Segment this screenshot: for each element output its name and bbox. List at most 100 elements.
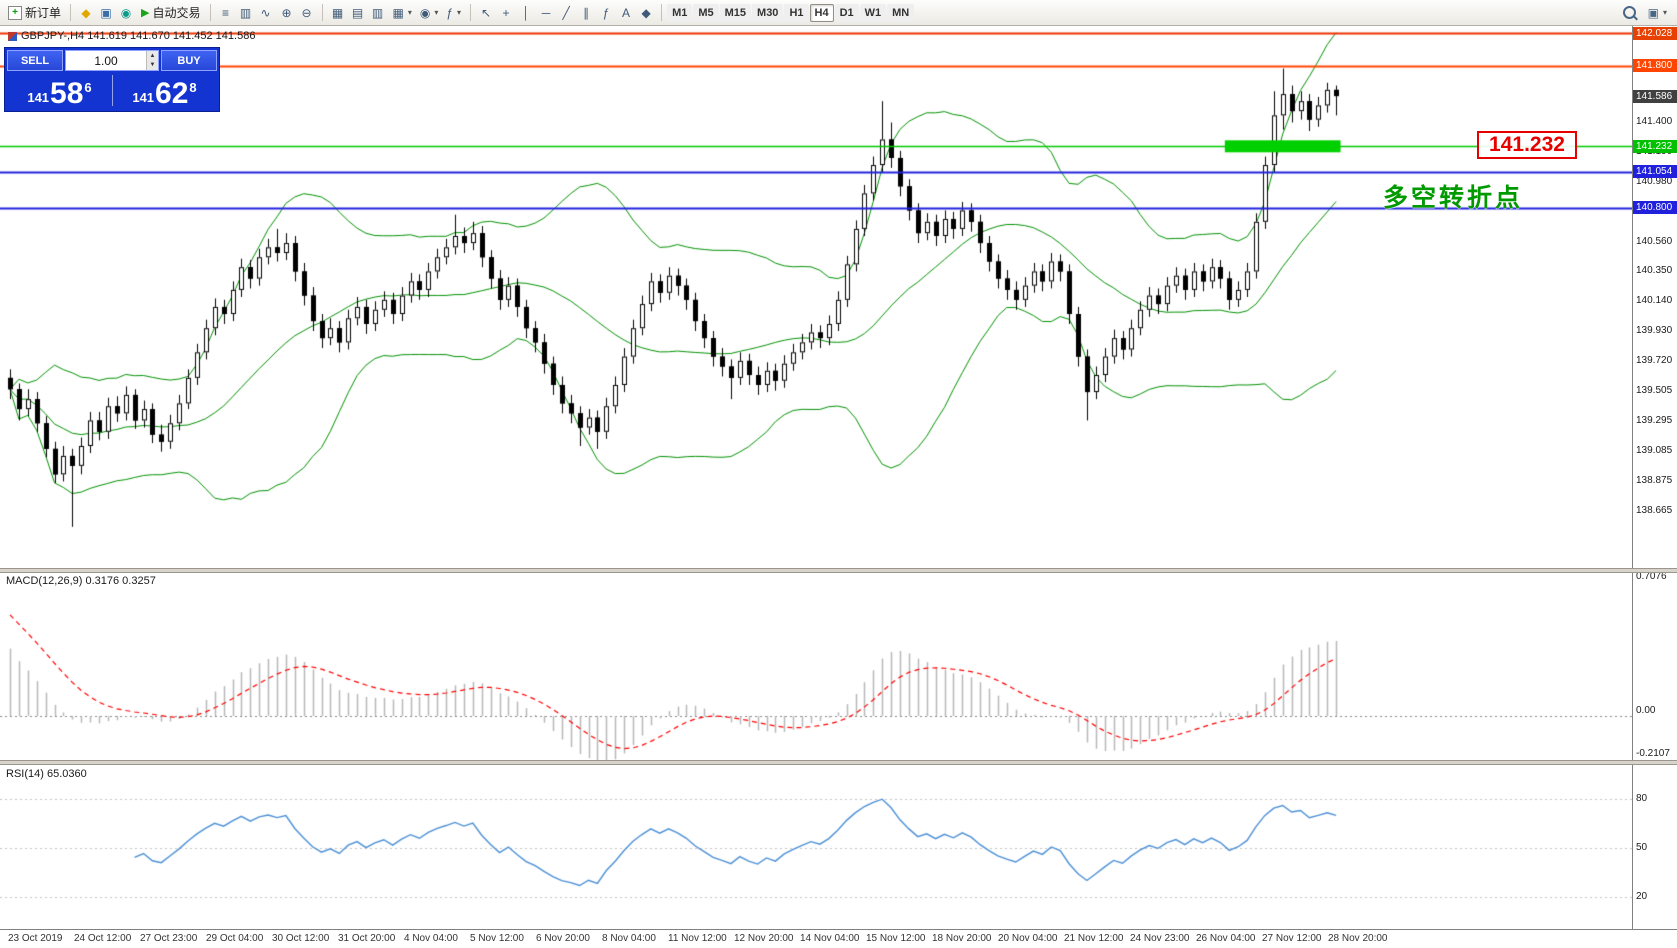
arrows-button[interactable]: ◆ bbox=[636, 3, 656, 23]
ask-big-digits: 62 bbox=[155, 77, 189, 111]
toolbar-separator bbox=[321, 4, 323, 21]
symbol-header: GBPJPY-,H4 141.619 141.670 141.452 141.5… bbox=[8, 30, 255, 42]
vertical-line-button[interactable]: │ bbox=[516, 3, 536, 23]
price-tick: 139.930 bbox=[1636, 325, 1673, 337]
chevron-down-icon: ▾ bbox=[1662, 8, 1667, 17]
chart-shift-button[interactable]: ▥ bbox=[368, 3, 388, 23]
zoom-out-button[interactable]: ⊖ bbox=[297, 3, 317, 23]
timeframe-w1[interactable]: W1 bbox=[859, 3, 887, 22]
time-tick-label: 12 Nov 20:00 bbox=[734, 933, 794, 944]
time-tick-label: 27 Nov 12:00 bbox=[1262, 933, 1322, 944]
volume-down-button[interactable]: ▼ bbox=[147, 60, 158, 70]
toolbar-separator bbox=[209, 4, 211, 21]
text-icon: A bbox=[622, 5, 631, 20]
panel-divider[interactable] bbox=[0, 760, 1677, 765]
turning-point-note: 多空转折点 bbox=[1383, 183, 1524, 212]
sell-button[interactable]: SELL bbox=[7, 50, 63, 71]
timeframe-d1[interactable]: D1 bbox=[834, 3, 859, 22]
candlestick-chart-icon: ▥ bbox=[239, 5, 252, 20]
crosshair-button[interactable]: + bbox=[496, 3, 516, 23]
bid-price[interactable]: 141 58 6 bbox=[7, 72, 112, 109]
search-button[interactable] bbox=[1619, 3, 1640, 23]
indicators-button[interactable]: ƒ ▾ bbox=[442, 3, 465, 23]
time-tick-label: 24 Oct 12:00 bbox=[74, 933, 132, 944]
price-level-chip: 141.232 bbox=[1633, 139, 1677, 153]
timeframe-m15[interactable]: M15 bbox=[719, 3, 752, 22]
cursor-icon: ↖ bbox=[481, 5, 492, 20]
timeframe-m30[interactable]: M30 bbox=[752, 3, 784, 22]
strategy-tester-button[interactable]: ◉ bbox=[116, 3, 136, 23]
channel-button[interactable]: ∥ bbox=[576, 3, 596, 23]
timeframe-mn[interactable]: MN bbox=[887, 3, 915, 22]
templates-button[interactable]: ▦ ▾ bbox=[389, 3, 416, 23]
toolbar-separator bbox=[70, 4, 72, 21]
one-click-trade-panel: SELL 1.00 ▲ ▼ BUY 141 58 6 141 62 8 bbox=[4, 47, 220, 112]
timeframe-h1[interactable]: H1 bbox=[784, 3, 809, 22]
candlestick-chart-button[interactable]: ▥ bbox=[236, 3, 256, 23]
timeframe-h4[interactable]: H4 bbox=[809, 3, 834, 22]
current-price-chip: 141.586 bbox=[1633, 89, 1677, 103]
horizontal-line-button[interactable]: ─ bbox=[536, 3, 556, 23]
periods-icon: ◉ bbox=[419, 5, 431, 20]
auto-arrange-button[interactable]: ▤ bbox=[348, 3, 368, 23]
rsi-indicator-label: RSI(14) 65.0360 bbox=[6, 768, 87, 780]
line-chart-icon: ∿ bbox=[260, 5, 271, 20]
price-level-chip: 141.054 bbox=[1633, 165, 1677, 179]
line-chart-button[interactable]: ∿ bbox=[256, 3, 276, 23]
market-watch-button[interactable]: ◆ bbox=[76, 3, 96, 23]
time-tick-label: 14 Nov 04:00 bbox=[800, 933, 860, 944]
horizontal-line-icon: ─ bbox=[541, 5, 551, 20]
rsi-scale-level: 80 bbox=[1636, 793, 1648, 805]
price-tick: 138.875 bbox=[1636, 474, 1673, 486]
macd-indicator-label: MACD(12,26,9) 0.3176 0.3257 bbox=[6, 575, 156, 587]
panels-button[interactable]: ▣ ▾ bbox=[1644, 3, 1671, 23]
time-tick-label: 27 Oct 23:00 bbox=[140, 933, 198, 944]
bid-pip-digit: 6 bbox=[84, 80, 92, 95]
price-tick: 139.505 bbox=[1636, 385, 1673, 397]
channel-icon: ∥ bbox=[583, 5, 590, 20]
fibonacci-button[interactable]: ƒ bbox=[596, 3, 616, 23]
tile-windows-button[interactable]: ▦ bbox=[328, 3, 348, 23]
chevron-down-icon: ▾ bbox=[407, 8, 412, 17]
ask-price[interactable]: 141 62 8 bbox=[112, 72, 217, 109]
trendline-icon: ╱ bbox=[562, 5, 570, 20]
data-window-button[interactable]: ▣ bbox=[96, 3, 116, 23]
auto-trading-button[interactable]: ▶ 自动交易 bbox=[137, 3, 204, 23]
panel-divider[interactable] bbox=[0, 568, 1677, 573]
zoom-in-icon: ⊕ bbox=[281, 5, 292, 20]
price-tick: 139.295 bbox=[1636, 415, 1673, 427]
new-order-button[interactable]: + 新订单 bbox=[4, 3, 65, 23]
text-button[interactable]: A bbox=[616, 3, 636, 23]
auto-trading-play-icon: ▶ bbox=[141, 7, 150, 19]
panels-icon: ▣ bbox=[1647, 5, 1659, 20]
time-tick-label: 8 Nov 04:00 bbox=[602, 933, 656, 944]
macd-scale-max: 0.7076 bbox=[1636, 571, 1667, 582]
volume-field[interactable]: 1.00 ▲ ▼ bbox=[65, 50, 159, 71]
time-tick-label: 11 Nov 12:00 bbox=[668, 933, 727, 944]
price-tick: 140.560 bbox=[1636, 235, 1673, 247]
new-order-label: 新订单 bbox=[25, 6, 62, 20]
chart-area[interactable] bbox=[0, 0, 1632, 948]
price-axis[interactable]: 141.400141.190140.980140.770140.560140.3… bbox=[1632, 0, 1677, 929]
cursor-button[interactable]: ↖ bbox=[476, 3, 496, 23]
indicators-icon: ƒ bbox=[446, 5, 454, 20]
time-tick-label: 4 Nov 04:00 bbox=[404, 933, 458, 944]
time-axis[interactable]: 23 Oct 2019 24 Oct 12:00 27 Oct 23:00 29 Oc… bbox=[0, 929, 1677, 948]
market-watch-icon: ◆ bbox=[81, 5, 91, 20]
trendline-button[interactable]: ╱ bbox=[556, 3, 576, 23]
zoom-in-button[interactable]: ⊕ bbox=[277, 3, 297, 23]
volume-value[interactable]: 1.00 bbox=[94, 53, 118, 68]
data-window-icon: ▣ bbox=[100, 5, 112, 20]
timeframe-m5[interactable]: M5 bbox=[693, 3, 719, 22]
macd-scale-min: -0.2107 bbox=[1636, 748, 1670, 759]
chevron-down-icon: ▾ bbox=[434, 8, 439, 17]
bid-prefix: 141 bbox=[27, 90, 50, 105]
periods-button[interactable]: ◉ ▾ bbox=[416, 3, 443, 23]
timeframe-m1[interactable]: M1 bbox=[667, 3, 693, 22]
tile-windows-icon: ▦ bbox=[331, 5, 344, 20]
volume-up-button[interactable]: ▲ bbox=[147, 51, 158, 61]
price-tick: 139.720 bbox=[1636, 354, 1673, 366]
bar-chart-button[interactable]: ≡ bbox=[216, 3, 236, 23]
buy-button[interactable]: BUY bbox=[161, 50, 217, 71]
time-tick-label: 29 Oct 04:00 bbox=[206, 933, 264, 944]
